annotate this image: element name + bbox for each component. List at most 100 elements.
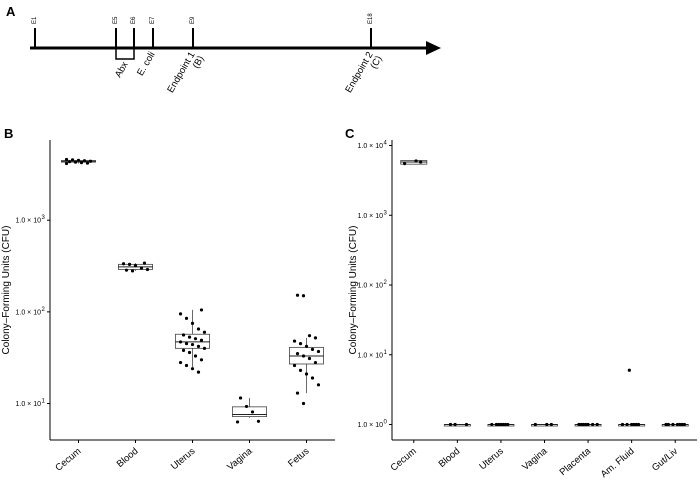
data-point xyxy=(414,159,418,163)
y-axis-title: Colony–Forming Units (CFU) xyxy=(1,226,12,355)
data-point xyxy=(497,422,501,427)
data-point xyxy=(70,158,75,162)
data-point xyxy=(64,157,69,162)
data-point xyxy=(316,349,321,354)
y-tick-exponent: 3 xyxy=(384,210,388,216)
timeline-tick-label: E18 xyxy=(368,13,374,24)
data-point xyxy=(494,422,498,427)
y-tick-label: 1.0 × 10 xyxy=(16,401,42,408)
data-point xyxy=(666,422,670,427)
data-point xyxy=(133,263,138,268)
data-point xyxy=(127,262,132,266)
data-point xyxy=(545,422,549,427)
data-point xyxy=(501,422,505,427)
data-point xyxy=(250,410,255,414)
data-point xyxy=(453,422,457,427)
y-tick-label: 1.0 × 10 xyxy=(358,283,384,290)
data-point xyxy=(506,422,510,427)
data-point xyxy=(671,422,675,427)
data-point xyxy=(577,422,581,427)
event-label: E. coli xyxy=(135,50,157,78)
data-point xyxy=(632,422,636,427)
data-point xyxy=(178,360,183,365)
data-point xyxy=(307,356,312,361)
data-point xyxy=(310,376,315,380)
x-category-label: Vagina xyxy=(225,445,255,472)
timeline-tick-label: E7 xyxy=(150,16,156,24)
data-point xyxy=(187,350,192,355)
data-point xyxy=(295,293,300,297)
data-point xyxy=(235,420,240,424)
event-label: Endpoint 1 xyxy=(165,50,197,95)
x-category-label: Blood xyxy=(115,446,141,470)
x-category-label: Uterus xyxy=(477,446,506,473)
data-point xyxy=(199,358,204,362)
data-point xyxy=(636,422,641,427)
data-point xyxy=(403,162,407,166)
y-tick-exponent: 1 xyxy=(42,399,46,405)
data-point xyxy=(595,422,599,427)
box-iqr xyxy=(174,333,210,349)
y-tick-exponent: 2 xyxy=(42,307,46,313)
timeline-tick-label: E1 xyxy=(32,16,38,24)
abx-bracket xyxy=(115,48,135,60)
data-point xyxy=(142,261,147,265)
box-iqr xyxy=(231,406,267,418)
data-point xyxy=(181,348,186,352)
data-point xyxy=(682,422,686,427)
data-point xyxy=(193,337,198,341)
data-point xyxy=(301,294,306,298)
data-point xyxy=(664,422,668,427)
data-point xyxy=(193,354,198,358)
data-point xyxy=(627,368,631,372)
data-point xyxy=(304,344,309,348)
data-point xyxy=(316,383,321,387)
data-point xyxy=(304,372,309,376)
x-category-label: Vagina xyxy=(520,445,550,472)
data-point xyxy=(675,422,680,427)
y-tick-label: 1.0 × 10 xyxy=(358,422,384,429)
data-point xyxy=(549,422,553,427)
data-point xyxy=(85,161,90,165)
data-point xyxy=(184,342,189,346)
y-tick-label: 1.0 × 10 xyxy=(358,213,384,220)
data-point xyxy=(295,391,300,395)
data-point xyxy=(678,422,682,427)
data-point xyxy=(67,160,72,164)
data-point xyxy=(145,267,150,272)
data-point xyxy=(310,347,315,351)
x-category-label: Uterus xyxy=(169,446,198,473)
data-point xyxy=(130,269,135,273)
y-tick-label: 1.0 × 10 xyxy=(358,352,384,359)
data-point xyxy=(184,316,189,320)
data-point xyxy=(680,422,684,427)
y-tick-exponent: 4 xyxy=(384,141,388,147)
panel-label-a: A xyxy=(6,4,16,19)
x-category-label: Placenta xyxy=(558,445,594,478)
event-label: Abx xyxy=(113,60,131,80)
data-point xyxy=(295,352,300,356)
data-point xyxy=(586,422,590,427)
data-point xyxy=(307,334,312,338)
timeline-tick-label: E9 xyxy=(190,16,196,24)
data-point xyxy=(79,161,84,165)
data-point xyxy=(73,160,78,164)
x-category-label: Cecum xyxy=(389,446,419,474)
x-category-label: Gut/Liv xyxy=(650,446,680,474)
x-category-label: Am. Fluid xyxy=(599,446,637,480)
data-point xyxy=(76,158,81,162)
y-tick-exponent: 1 xyxy=(384,350,388,356)
timeline-tick-label: E5 xyxy=(113,16,119,24)
timeline-arrowhead xyxy=(426,41,441,55)
data-point xyxy=(533,422,537,427)
data-point xyxy=(630,422,634,427)
y-tick-label: 1.0 × 10 xyxy=(358,143,384,150)
data-point xyxy=(499,422,503,427)
data-point xyxy=(190,321,195,325)
y-tick-label: 1.0 × 10 xyxy=(16,218,42,225)
data-point xyxy=(620,422,625,427)
data-point xyxy=(298,368,303,372)
